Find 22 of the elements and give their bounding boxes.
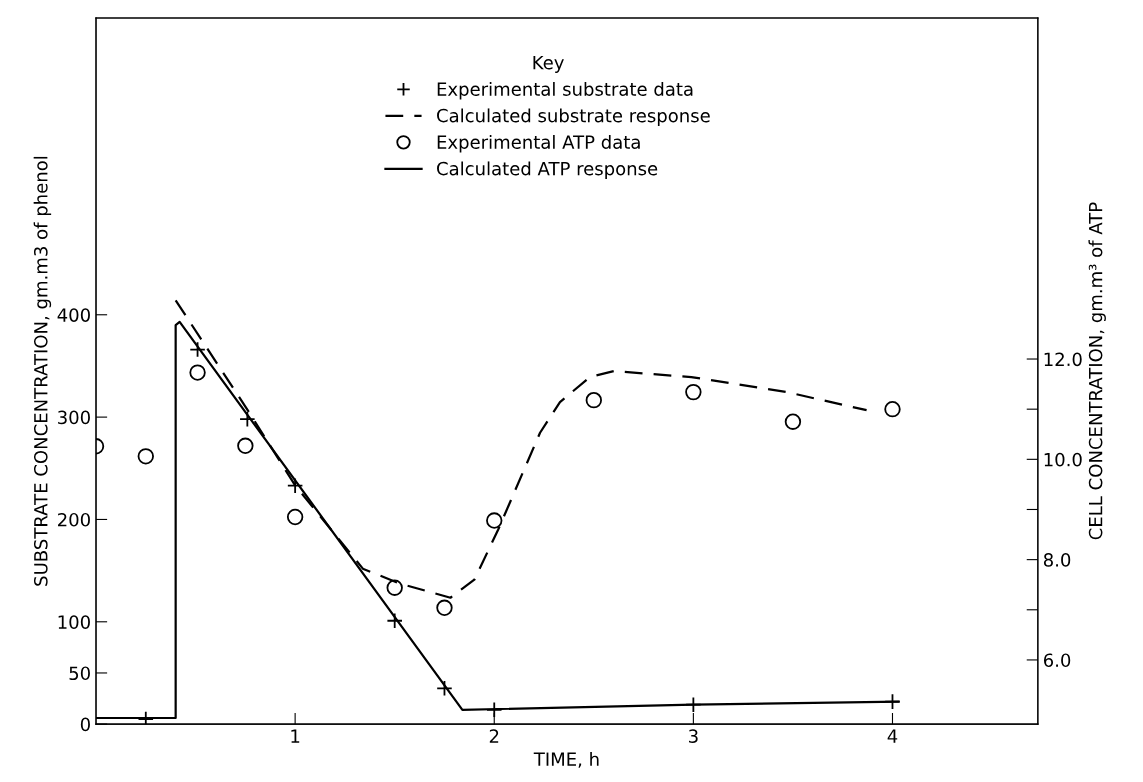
y2-tick-label: 8.0 <box>1043 553 1071 567</box>
y-tick-label: 300 <box>58 410 90 425</box>
y-tick-label: 100 <box>58 615 90 629</box>
legend-label: Calculated ATP response <box>437 161 658 179</box>
y2-axis-title: CELL CONCENTRATION, gm.m³ of ATP <box>1088 202 1106 540</box>
x-axis-title: TIME, h <box>533 752 599 768</box>
legend-label: Calculated substrate response <box>437 108 710 126</box>
y-tick-label: 0 <box>80 717 90 732</box>
legend-label: Experimental ATP data <box>437 134 640 153</box>
legend-title: Key <box>533 55 564 73</box>
y2-tick-label: 10.0 <box>1044 452 1082 467</box>
x-tick-label: 2 <box>489 729 499 743</box>
legend-label: Experimental substrate data <box>437 81 693 100</box>
y-tick-label: 50 <box>69 666 90 681</box>
x-tick-label: 1 <box>291 729 300 743</box>
y-tick-label: 400 <box>57 308 90 322</box>
x-tick-label: 3 <box>689 729 698 743</box>
y-tick-label: 200 <box>58 512 90 527</box>
x-tick-label: 4 <box>887 729 898 743</box>
y-axis-title: SUBSTRATE CONCENTRATION, gm.m3 of phenol <box>33 156 52 586</box>
y2-tick-label: 12.0 <box>1044 352 1082 367</box>
y2-tick-label: 6.0 <box>1043 653 1071 668</box>
